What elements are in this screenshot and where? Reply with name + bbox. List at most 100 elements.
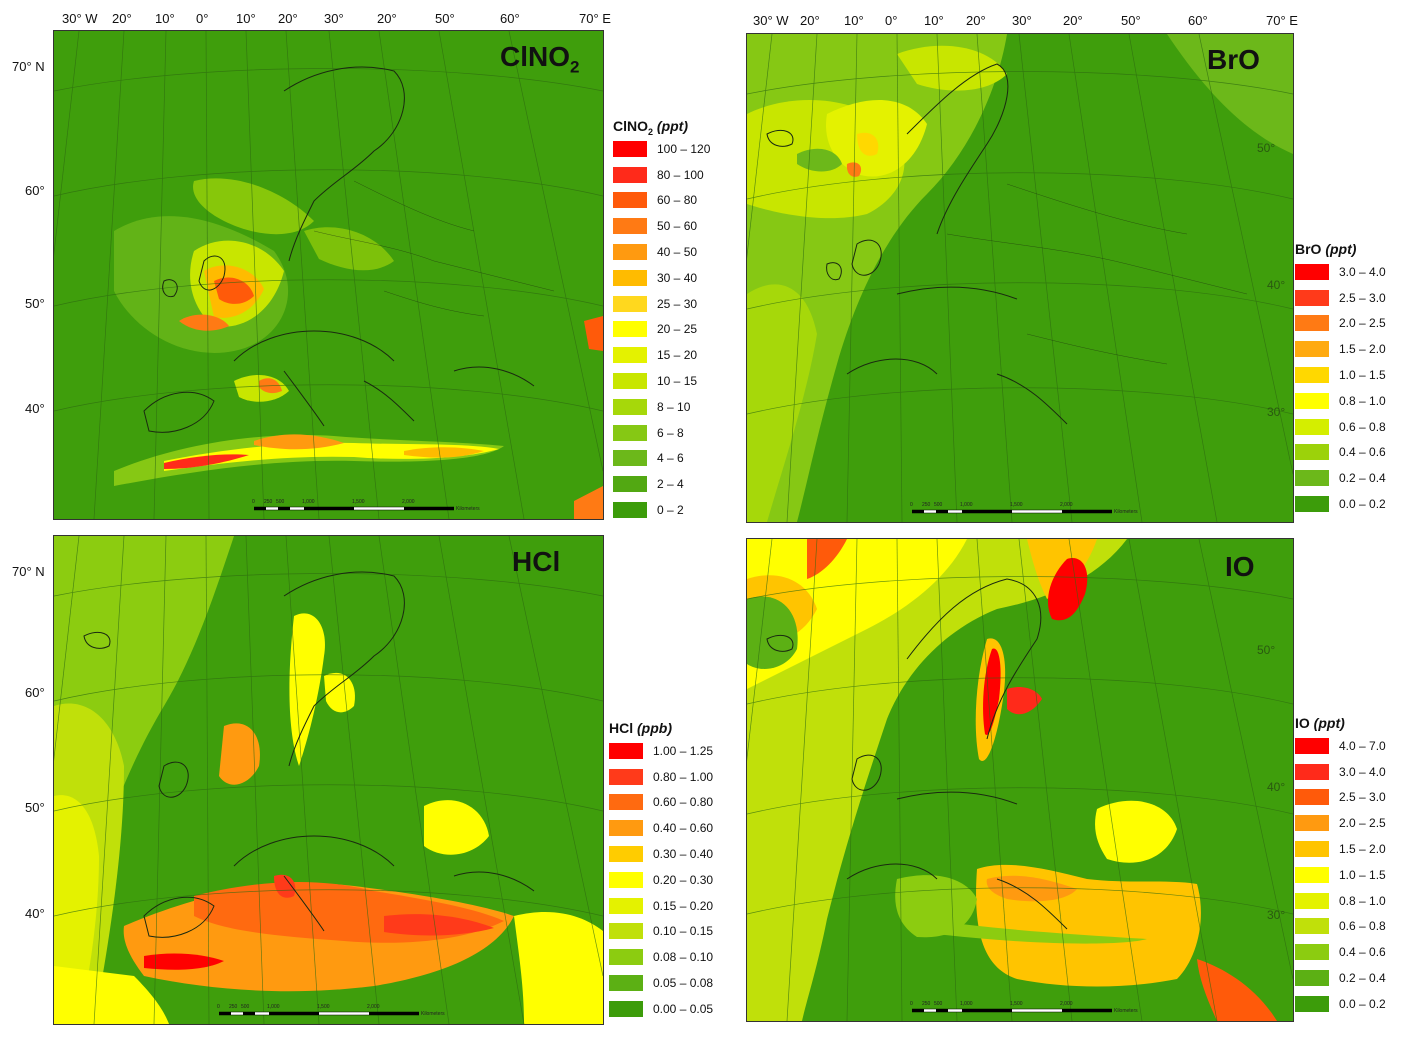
legend-label: 0.0 – 0.2 <box>1339 497 1386 512</box>
legend-label: 6 – 8 <box>657 425 684 440</box>
legend-items: 1.00 – 1.25 0.80 – 1.00 0.60 – 0.80 0.40 – … <box>609 738 719 1022</box>
legend-row: 0.08 – 0.10 <box>609 944 719 970</box>
legend-label: 0.05 – 0.08 <box>653 976 714 991</box>
scale-tick-label: 1,000 <box>960 1001 973 1007</box>
map-title-hcl: HCl <box>512 546 561 577</box>
legend-swatch <box>609 871 643 888</box>
scale-tick-label: 250 <box>922 1001 931 1007</box>
legend-swatch <box>1295 944 1329 961</box>
lat-label: 60° <box>25 685 45 700</box>
lat-label: 70° N <box>12 564 45 579</box>
lon-label: 20° <box>112 11 132 26</box>
lon-label: 10° <box>844 13 864 28</box>
legend-label: 3.0 – 4.0 <box>1339 264 1386 279</box>
legend-swatch <box>613 166 647 183</box>
legend-swatch <box>1295 763 1329 780</box>
map-bro-canvas: 50° 40° 30° <box>747 34 1293 522</box>
legend-row: 0.00 – 0.05 <box>609 996 719 1022</box>
legend-swatch <box>609 794 643 811</box>
legend-swatch <box>609 949 643 966</box>
legend-swatch <box>1295 367 1329 384</box>
legend-swatch <box>1295 315 1329 332</box>
legend-row: 0.0 – 0.2 <box>1295 991 1402 1017</box>
legend-row: 60 – 80 <box>613 188 723 214</box>
legend-row: 0.20 – 0.30 <box>609 867 719 893</box>
legend-title: ClNO2 (ppt) <box>613 118 688 137</box>
legend-swatch <box>613 347 647 364</box>
legend-swatch <box>1295 392 1329 409</box>
scale-unit-label: Kilometers <box>421 1011 445 1017</box>
map-clno2: ClNO2 0 250 500 1,000 1,500 2,000 Kilometers <box>53 30 604 520</box>
lon-label: 60° <box>500 11 520 26</box>
scale-tick-label: 0 <box>910 1001 913 1007</box>
legend-label: 2 – 4 <box>657 477 684 492</box>
legend-swatch <box>609 846 643 863</box>
legend-items: 100 – 120 80 – 100 60 – 80 50 – 60 40 – 50 30… <box>613 136 723 523</box>
legend-row: 0.8 – 1.0 <box>1295 888 1402 914</box>
legend-title: BrO (ppt) <box>1295 241 1357 257</box>
scale-tick-label: 250 <box>229 1004 238 1010</box>
legend-label: 0.60 – 0.80 <box>653 795 714 810</box>
lat-label: 50° <box>25 296 45 311</box>
scale-tick-label: 500 <box>276 499 285 505</box>
legend-label: 3.0 – 4.0 <box>1339 764 1386 779</box>
legend-swatch <box>1295 418 1329 435</box>
lon-label: 30° <box>1012 13 1032 28</box>
legend-row: 2.0 – 2.5 <box>1295 311 1402 337</box>
legend-label: 40 – 50 <box>657 245 698 260</box>
legend-swatch <box>1295 444 1329 461</box>
legend-hcl: HCl (ppb) 1.00 – 1.25 0.80 – 1.00 0.60 – 0… <box>609 718 719 1022</box>
legend-swatch <box>613 450 647 467</box>
legend-swatch <box>609 768 643 785</box>
legend-row: 0 – 2 <box>613 497 723 523</box>
legend-row: 20 – 25 <box>613 317 723 343</box>
lon-label: 0° <box>196 11 209 26</box>
legend-swatch <box>1295 737 1329 754</box>
legend-label: 0.8 – 1.0 <box>1339 893 1386 908</box>
legend-row: 1.0 – 1.5 <box>1295 862 1402 888</box>
legend-swatch <box>613 424 647 441</box>
legend-label: 2.0 – 2.5 <box>1339 816 1386 831</box>
legend-title: HCl (ppb) <box>609 720 672 736</box>
legend-swatch <box>613 398 647 415</box>
legend-row: 80 – 100 <box>613 162 723 188</box>
map-bro: 50° 40° 30° BrO 0 250 500 1,000 1,500 2,000 Ki… <box>746 33 1294 523</box>
legend-label: 2.5 – 3.0 <box>1339 790 1386 805</box>
lon-label: 50° <box>435 11 455 26</box>
map-io-canvas: 50° 40° 30° <box>747 539 1293 1021</box>
legend-label: 0.4 – 0.6 <box>1339 445 1386 460</box>
legend-row: 0.80 – 1.00 <box>609 764 719 790</box>
legend-swatch <box>1295 866 1329 883</box>
scale-tick-label: 1,500 <box>1010 1001 1023 1007</box>
legend-label: 1.0 – 1.5 <box>1339 368 1386 383</box>
lon-label: 20° <box>278 11 298 26</box>
legend-swatch <box>1295 496 1329 513</box>
legend-row: 1.00 – 1.25 <box>609 738 719 764</box>
legend-row: 0.30 – 0.40 <box>609 841 719 867</box>
lon-label: 0° <box>885 13 898 28</box>
legend-row: 1.5 – 2.0 <box>1295 836 1402 862</box>
legend-label: 60 – 80 <box>657 193 698 208</box>
map-hcl-canvas <box>54 536 603 1024</box>
legend-swatch <box>609 923 643 940</box>
legend-row: 0.40 – 0.60 <box>609 815 719 841</box>
scale-tick-label: 1,000 <box>267 1004 280 1010</box>
lat-label: 60° <box>25 183 45 198</box>
scale-tick-label: 1,000 <box>960 502 973 508</box>
legend-label: 0.80 – 1.00 <box>653 769 714 784</box>
scale-tick-label: 2,000 <box>367 1004 380 1010</box>
lon-label: 70° E <box>579 11 611 26</box>
legend-swatch <box>1295 263 1329 280</box>
legend-swatch <box>613 321 647 338</box>
legend-row: 1.0 – 1.5 <box>1295 362 1402 388</box>
legend-row: 2.5 – 3.0 <box>1295 785 1402 811</box>
legend-row: 40 – 50 <box>613 239 723 265</box>
legend-title: IO (ppt) <box>1295 715 1345 731</box>
legend-swatch <box>609 820 643 837</box>
legend-swatch <box>1295 841 1329 858</box>
legend-swatch <box>613 192 647 209</box>
scale-tick-label: 0 <box>252 499 255 505</box>
legend-row: 0.6 – 0.8 <box>1295 914 1402 940</box>
legend-label: 25 – 30 <box>657 296 698 311</box>
legend-label: 1.0 – 1.5 <box>1339 867 1386 882</box>
